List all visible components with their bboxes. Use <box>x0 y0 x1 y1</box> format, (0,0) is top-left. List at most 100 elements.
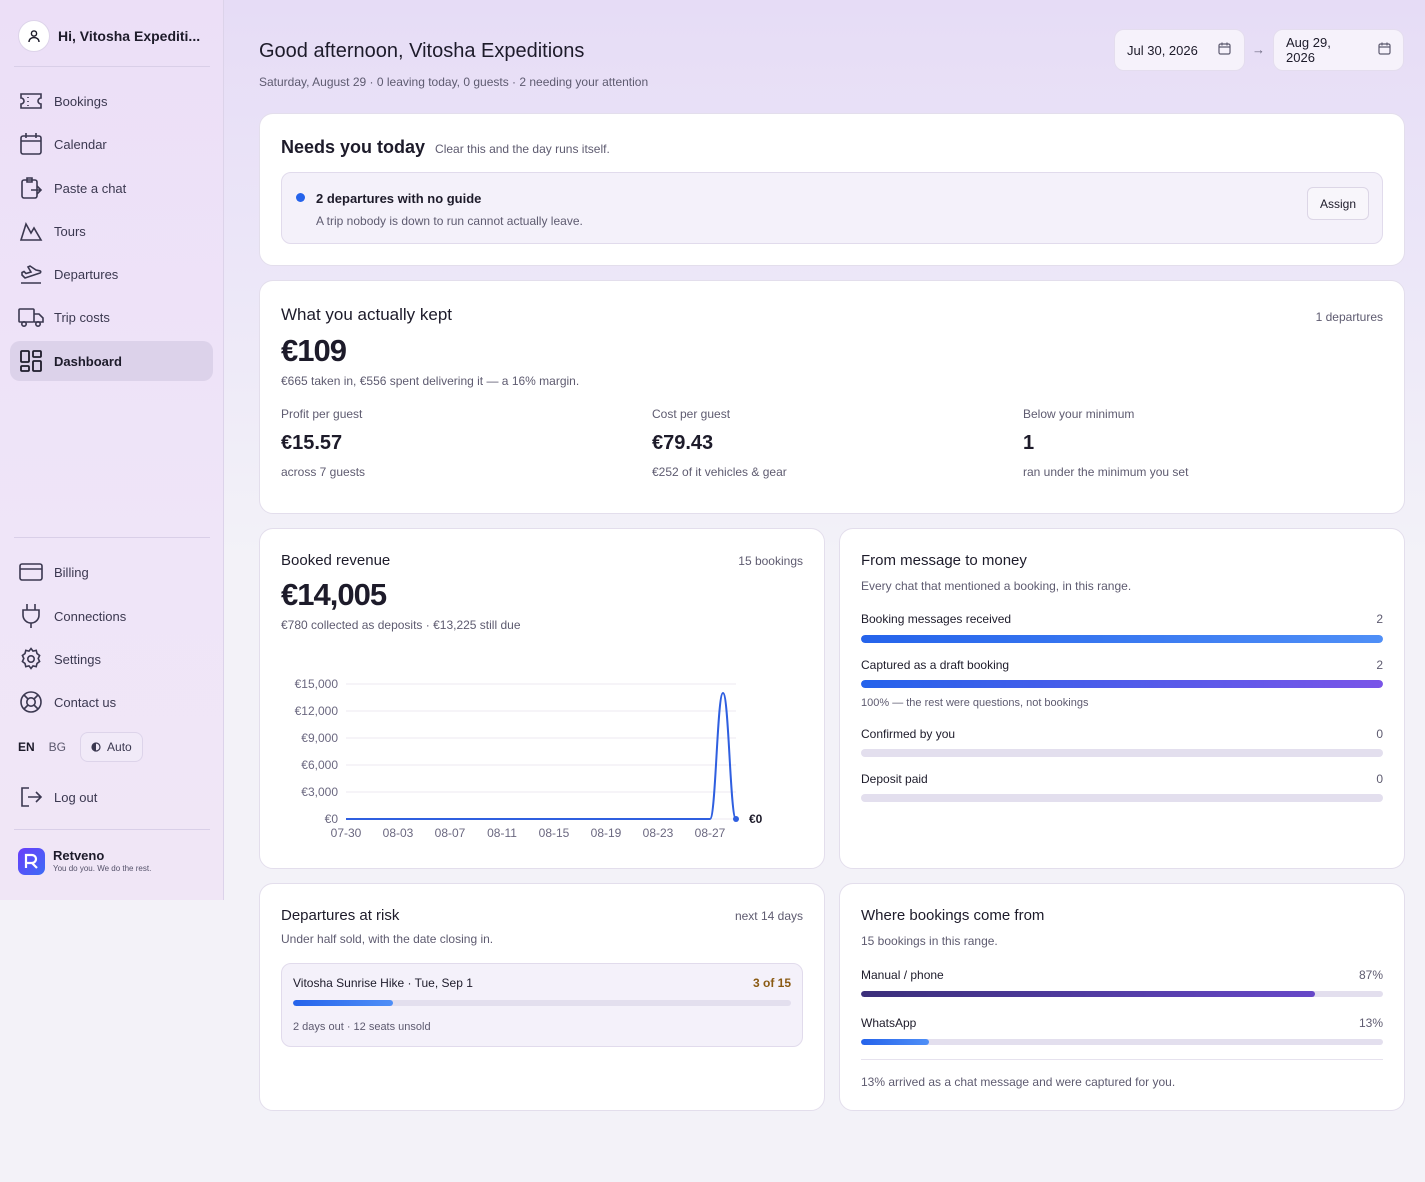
funnel-step-value: 0 <box>1376 772 1383 786</box>
needs-title: Needs you today <box>281 137 426 157</box>
theme-label: Auto <box>107 740 132 754</box>
sources-desc: 15 bookings in this range. <box>861 934 998 948</box>
lang-bg[interactable]: BG <box>48 740 67 754</box>
theme-toggle[interactable]: Auto <box>80 732 143 762</box>
stat-label: Cost per guest <box>652 407 731 421</box>
source-value: 13% <box>1358 1016 1383 1030</box>
funnel-step-bar <box>861 635 1383 643</box>
sources-title: Where bookings come from <box>861 907 1045 924</box>
sidebar-item-label: Departures <box>54 266 119 282</box>
user-name: Hi, Vitosha Expediti... <box>58 28 201 44</box>
stat-profit-per-guest: Profit per guest €15.57 across 7 guests <box>281 407 365 479</box>
sidebar-item-settings[interactable]: Settings <box>10 639 213 679</box>
stat-label: Below your minimum <box>1023 407 1135 421</box>
sidebar-item-billing[interactable]: Billing <box>10 552 213 592</box>
funnel-step-label: Booking messages received <box>861 612 1012 626</box>
kept-card: What you actually kept 1 departures €109… <box>259 280 1405 514</box>
stat-sub: €252 of it vehicles & gear <box>652 465 787 479</box>
date-from-picker[interactable]: Jul 30, 2026 <box>1114 29 1245 71</box>
funnel-step-bar <box>861 794 1383 802</box>
sidebar-item-dashboard[interactable]: Dashboard <box>10 341 213 381</box>
source-bar <box>861 991 1383 997</box>
sidebar-item-calendar[interactable]: Calendar <box>10 124 213 164</box>
funnel-step-label: Confirmed by you <box>861 727 956 741</box>
sidebar-item-label: Paste a chat <box>54 180 127 196</box>
risk-item-name: Vitosha Sunrise Hike · Tue, Sep 1 <box>293 976 473 990</box>
x-tick-label: 08-19 <box>591 826 622 840</box>
plug-icon <box>18 603 44 629</box>
language-switcher: EN BG Auto <box>18 732 143 762</box>
revenue-desc: €780 collected as deposits · €13,225 sti… <box>281 618 521 632</box>
needs-item: 2 departures with no guide A trip nobody… <box>281 172 1383 244</box>
risk-item-bar <box>293 1000 791 1006</box>
user-icon <box>18 20 50 52</box>
sidebar-item-label: Dashboard <box>54 353 122 369</box>
bar-fill <box>861 991 1316 997</box>
risk-desc: Under half sold, with the date closing i… <box>281 932 494 946</box>
kept-count: 1 departures <box>1315 310 1383 324</box>
needs-item-desc: A trip nobody is down to run cannot actu… <box>316 214 583 228</box>
sidebar-item-paste-a-chat[interactable]: Paste a chat <box>10 168 213 208</box>
logout-button[interactable]: Log out <box>10 777 213 817</box>
lifebuoy-icon <box>18 689 44 715</box>
risk-range: next 14 days <box>734 909 803 923</box>
status-dot <box>296 193 305 202</box>
sidebar-item-contact-us[interactable]: Contact us <box>10 682 213 722</box>
sidebar-item-bookings[interactable]: Bookings <box>10 81 213 121</box>
stat-sub: across 7 guests <box>281 465 366 479</box>
departures-at-risk-card: Departures at risk next 14 days Under ha… <box>259 883 825 1111</box>
kept-title: What you actually kept <box>281 305 453 324</box>
assign-button[interactable]: Assign <box>1306 187 1369 220</box>
lang-en[interactable]: EN <box>18 740 35 754</box>
funnel-desc: Every chat that mentioned a booking, in … <box>861 579 1132 593</box>
sidebar-item-trip-costs[interactable]: Trip costs <box>10 297 213 337</box>
sources-note: 13% arrived as a chat message and were c… <box>861 1075 1176 1089</box>
date-range-arrow: → <box>1252 42 1265 57</box>
y-tick-label: €6,000 <box>301 758 338 772</box>
calendar-icon <box>1218 42 1231 58</box>
mountain-icon <box>18 218 44 244</box>
stat-value: €15.57 <box>281 432 343 454</box>
funnel-title: From message to money <box>861 552 1027 569</box>
funnel-step-label: Deposit paid <box>861 772 928 786</box>
page-subtitle: Saturday, August 29 · 0 leaving today, 0… <box>259 75 649 89</box>
truck-icon <box>18 304 44 330</box>
kept-desc: €665 taken in, €556 spent delivering it … <box>281 374 580 388</box>
y-tick-label: €0 <box>325 812 339 826</box>
sidebar-divider <box>14 537 210 538</box>
revenue-amount: €14,005 <box>281 577 387 612</box>
date-to-picker[interactable]: Aug 29, 2026 <box>1273 29 1404 71</box>
stat-value: 1 <box>1023 432 1035 454</box>
user-menu[interactable]: Hi, Vitosha Expediti... <box>18 20 200 52</box>
risk-title: Departures at risk <box>281 907 400 924</box>
source-value: 87% <box>1358 968 1383 982</box>
x-tick-label: 08-23 <box>643 826 674 840</box>
credit-card-icon <box>18 559 44 585</box>
sidebar-item-departures[interactable]: Departures <box>10 254 213 294</box>
risk-item-sold: 3 of 15 <box>752 976 791 990</box>
date-to-value: Aug 29, 2026 <box>1286 35 1331 65</box>
x-tick-label: 07-30 <box>331 826 362 840</box>
x-tick-label: 08-03 <box>383 826 414 840</box>
brand: Retveno You do you. We do the rest. <box>18 848 151 875</box>
sidebar-item-label: Bookings <box>54 93 108 109</box>
funnel-card: From message to money Every chat that me… <box>839 528 1405 869</box>
funnel-note: 100% — the rest were questions, not book… <box>861 697 1089 709</box>
bar-fill <box>861 680 1383 688</box>
bar-fill <box>293 1000 393 1006</box>
funnel-step-value: 0 <box>1376 727 1383 741</box>
risk-item[interactable]: Vitosha Sunrise Hike · Tue, Sep 1 3 of 1… <box>281 963 803 1047</box>
funnel-step-value: 2 <box>1376 612 1383 626</box>
funnel-step-label: Captured as a draft booking <box>861 658 1010 672</box>
funnel-step-bar <box>861 749 1383 757</box>
sidebar-item-connections[interactable]: Connections <box>10 596 213 636</box>
ticket-icon <box>18 88 44 114</box>
booking-sources-card: Where bookings come from 15 bookings in … <box>839 883 1405 1111</box>
source-label: Manual / phone <box>861 968 944 982</box>
brand-name: Retveno <box>53 848 105 863</box>
stat-below-minimum: Below your minimum 1 ran under the minim… <box>1023 407 1188 479</box>
sidebar-item-label: Trip costs <box>54 309 110 325</box>
sources-divider <box>861 1059 1383 1060</box>
sidebar-item-label: Tours <box>54 223 86 239</box>
sidebar-item-tours[interactable]: Tours <box>10 211 213 251</box>
